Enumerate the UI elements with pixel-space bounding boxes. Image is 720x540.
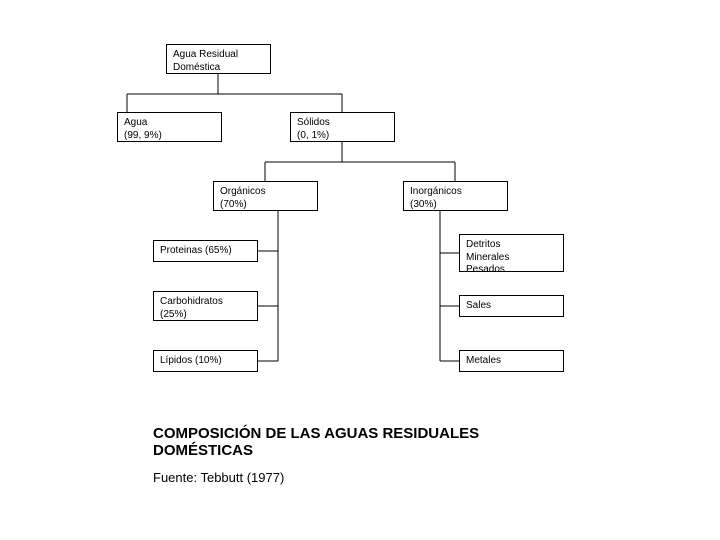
node-sales-line-0: Sales [466, 300, 557, 313]
node-lipidos-line-0: Lípidos (10%) [160, 355, 251, 368]
node-solidos: Sólidos(0, 1%) [290, 112, 395, 142]
node-organicos: Orgánicos(70%) [213, 181, 318, 211]
node-proteinas: Proteinas (65%) [153, 240, 258, 262]
node-carbo-line-1: (25%) [160, 309, 251, 322]
node-agua-line-1: (99, 9%) [124, 130, 215, 143]
node-carbo: Carbohidratos(25%) [153, 291, 258, 321]
node-carbo-line-0: Carbohidratos [160, 296, 251, 309]
node-inorganicos-line-1: (30%) [410, 199, 501, 212]
node-root-line-1: Doméstica [173, 62, 264, 75]
node-root: Agua ResidualDoméstica [166, 44, 271, 74]
node-inorganicos: Inorgánicos(30%) [403, 181, 508, 211]
diagram-title: COMPOSICIÓN DE LAS AGUAS RESIDUALES DOMÉ… [153, 425, 553, 459]
node-agua: Agua(99, 9%) [117, 112, 222, 142]
node-proteinas-line-0: Proteinas (65%) [160, 245, 251, 258]
node-sales: Sales [459, 295, 564, 317]
node-detritos: DetritosMineralesPesados [459, 234, 564, 272]
node-detritos-line-1: Minerales [466, 252, 557, 265]
node-lipidos: Lípidos (10%) [153, 350, 258, 372]
node-solidos-line-1: (0, 1%) [297, 130, 388, 143]
node-detritos-line-0: Detritos [466, 239, 557, 252]
node-root-line-0: Agua Residual [173, 49, 264, 62]
node-agua-line-0: Agua [124, 117, 215, 130]
connector-layer [0, 0, 720, 540]
node-detritos-line-2: Pesados [466, 264, 557, 277]
node-solidos-line-0: Sólidos [297, 117, 388, 130]
node-organicos-line-1: (70%) [220, 199, 311, 212]
node-metales-line-0: Metales [466, 355, 557, 368]
node-organicos-line-0: Orgánicos [220, 186, 311, 199]
diagram-source: Fuente: Tebbutt (1977) [153, 470, 284, 485]
node-metales: Metales [459, 350, 564, 372]
node-inorganicos-line-0: Inorgánicos [410, 186, 501, 199]
